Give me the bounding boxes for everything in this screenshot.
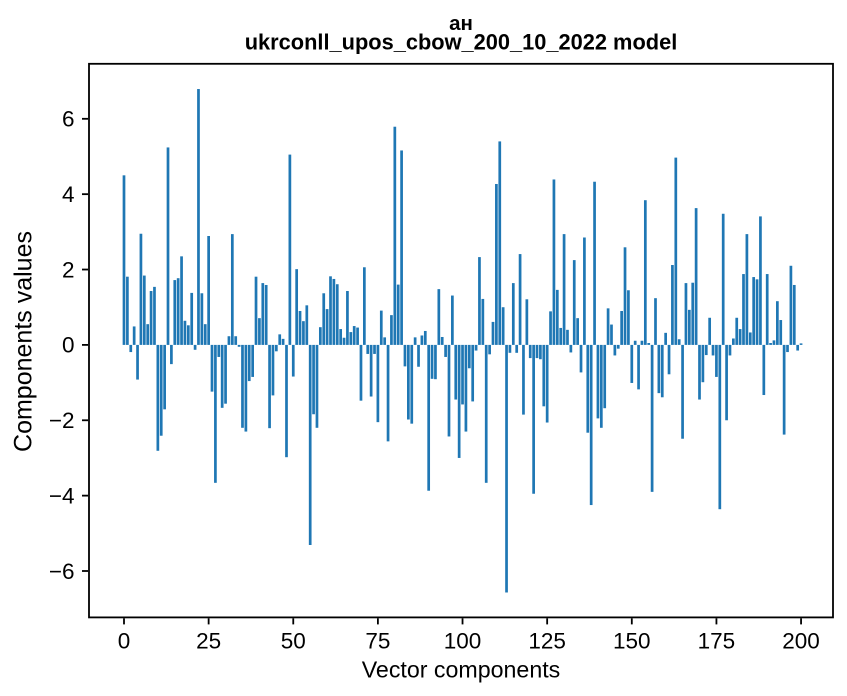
svg-text:25: 25	[196, 629, 221, 654]
svg-text:75: 75	[365, 629, 390, 654]
svg-text:2: 2	[62, 257, 75, 282]
svg-text:4: 4	[62, 182, 75, 207]
svg-text:6: 6	[62, 107, 75, 132]
svg-text:−2: −2	[49, 408, 75, 433]
svg-text:0: 0	[62, 333, 75, 358]
svg-text:150: 150	[613, 629, 651, 654]
svg-text:100: 100	[444, 629, 482, 654]
svg-text:125: 125	[528, 629, 566, 654]
svg-text:ан: ан	[449, 12, 473, 35]
svg-text:0: 0	[118, 629, 131, 654]
svg-text:175: 175	[698, 629, 736, 654]
svg-text:ukrconll_upos_cbow_200_10_2022: ukrconll_upos_cbow_200_10_2022 model	[245, 30, 678, 55]
svg-text:Components values: Components values	[10, 231, 38, 452]
svg-text:200: 200	[782, 629, 820, 654]
svg-text:Vector components: Vector components	[362, 656, 561, 682]
svg-text:−6: −6	[49, 559, 75, 584]
svg-text:50: 50	[281, 629, 306, 654]
svg-text:−4: −4	[49, 483, 75, 508]
